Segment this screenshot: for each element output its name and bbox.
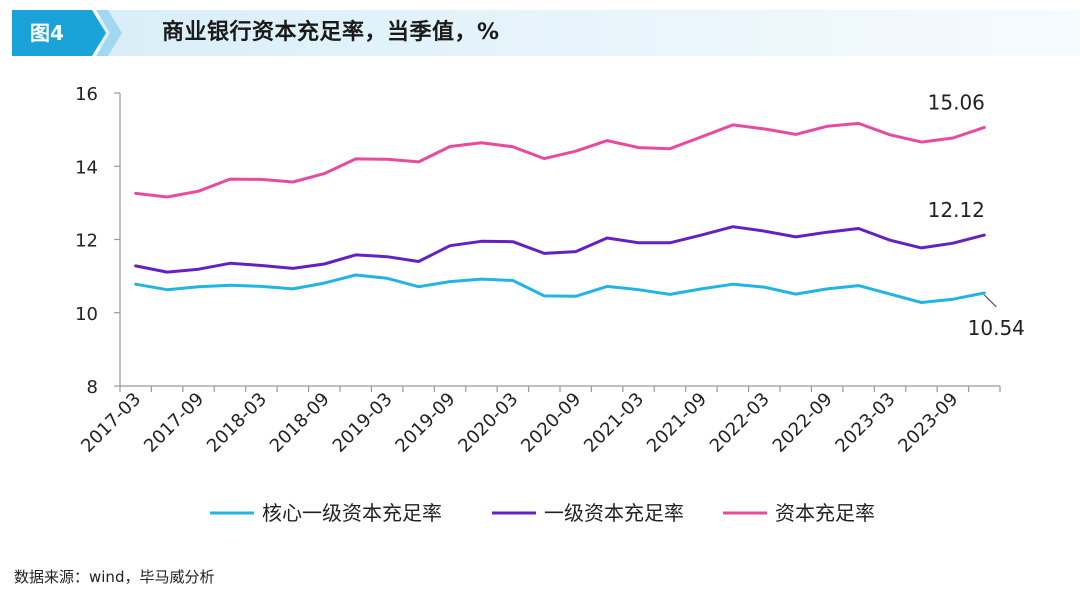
x-tick-label: 2022-03 [706,389,774,457]
y-tick-label: 12 [75,231,98,252]
badge-shape [12,10,106,56]
title-band [100,10,1080,56]
end-label-leader [983,294,997,308]
x-tick-label: 2020-09 [517,389,585,457]
chart-title: 商业银行资本充足率，当季值，% [162,20,500,45]
labels-layer: 15.06 12.12 10.54 [928,90,1025,340]
y-tick-label: 8 [87,377,98,398]
x-tick-label: 2021-09 [643,389,711,457]
x-tick-label: 2023-03 [831,389,899,457]
x-tick-label: 2018-09 [266,389,334,457]
y-tick-label: 14 [75,157,98,178]
legend-label: 核心一级资本充足率 [262,501,442,525]
legend-label: 一级资本充足率 [544,501,684,525]
series-line [134,273,986,304]
figure-badge: 图4 [30,21,64,45]
x-tick-label: 2018-03 [203,389,271,457]
y-tick-label: 10 [75,304,98,325]
x-tick-label: 2020-03 [454,389,522,457]
x-tick-label: 2019-09 [391,389,459,457]
axes: 8101214162017-032017-092018-032018-09201… [75,84,1001,457]
legend-label: 资本充足率 [775,501,875,525]
x-tick-label: 2021-03 [580,389,648,457]
header-band [12,10,1080,56]
y-tick-label: 16 [75,84,98,105]
source-note: 数据来源：wind，毕马威分析 [14,568,215,586]
end-label-tier1: 12.12 [928,198,985,222]
x-tick-label: 2017-09 [140,389,208,457]
line-chart: 8101214162017-032017-092018-032018-09201… [75,84,1025,525]
series-line [134,121,986,199]
badge-chevron-shadow [96,10,122,56]
end-label-cet1: 10.54 [968,316,1025,340]
x-tick-label: 2022-09 [769,389,837,457]
x-tick-label: 2017-03 [77,389,145,457]
x-tick-label: 2019-03 [329,389,397,457]
legend: 核心一级资本充足率 一级资本充足率 资本充足率 [210,501,875,525]
series-line [134,225,986,274]
x-tick-label: 2023-09 [894,389,962,457]
end-label-capital: 15.06 [928,90,985,114]
series-layer [134,121,986,304]
